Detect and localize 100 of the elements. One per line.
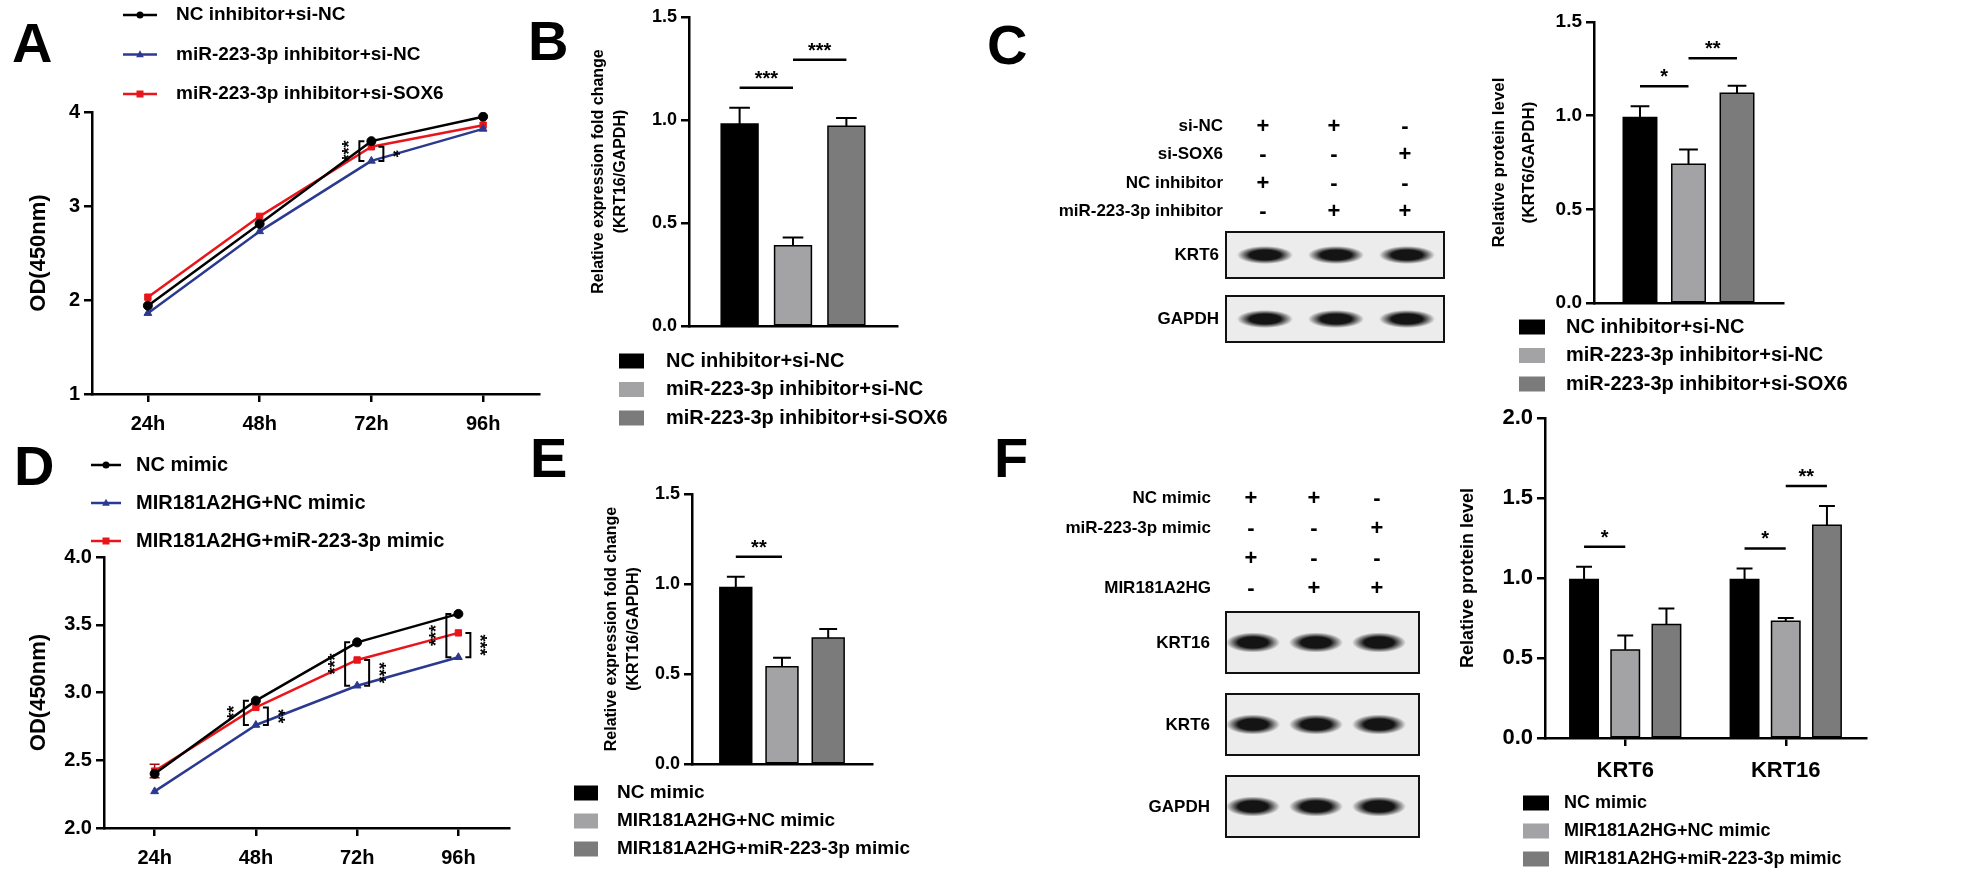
legend-label: NC mimic: [617, 781, 706, 803]
legend-label: NC mimic: [1564, 791, 1648, 812]
legend-label: MIR181A2HG+miR-223-3p mimic: [136, 528, 445, 551]
text: -: [1310, 515, 1318, 540]
annotation: *: [1660, 65, 1669, 88]
y-tick-label: 0.5: [1555, 197, 1583, 219]
x-tick-label: 24h: [130, 411, 166, 434]
y-tick-label: 1: [68, 381, 80, 404]
chart-title: A: [12, 11, 53, 74]
text: +: [1307, 575, 1321, 600]
y-tick-label: 1.5: [1555, 10, 1583, 32]
y-tick-label: 1.0: [651, 108, 677, 129]
text: -: [1259, 141, 1267, 167]
x-tick-label: 24h: [137, 845, 172, 868]
point: [254, 218, 265, 229]
y-tick-label: 1.0: [1555, 103, 1582, 125]
point: [454, 629, 463, 637]
legend-label: NC inhibitor+si-NC: [1566, 314, 1745, 337]
x-tick-label: 72h: [354, 411, 389, 434]
text: KRT6: [1165, 713, 1210, 736]
text: -: [1373, 545, 1381, 570]
y-axis-title: OD(450nm): [25, 194, 51, 312]
y-tick-label: 4.0: [64, 544, 92, 567]
category-label: miR-223-3p mimic: [1065, 518, 1211, 537]
point: [149, 768, 160, 779]
legend-label: MIR181A2HG+NC mimic: [617, 809, 836, 831]
annotation: *: [1761, 527, 1770, 550]
x-tick-label: 48h: [242, 411, 277, 434]
annotation: ***: [426, 625, 447, 647]
y-axis-title: Relative expression fold change (KRT16/GAPDH): [601, 506, 642, 752]
point: [352, 680, 362, 689]
category-label: si-NC: [1178, 116, 1223, 135]
text: -: [1330, 169, 1338, 195]
text: +: [1327, 113, 1341, 138]
point: [366, 136, 377, 147]
point: [366, 155, 376, 164]
point: [250, 695, 261, 706]
legend-label: miR-223-3p inhibitor+si-SOX6: [176, 82, 444, 104]
y-tick-label: 1.5: [651, 5, 677, 26]
point: [352, 637, 363, 648]
x-tick-label: 72h: [339, 845, 375, 868]
x-tick-label: 96h: [465, 411, 501, 434]
text: -: [1259, 197, 1267, 223]
annotation: ***: [470, 634, 491, 656]
point: [144, 293, 152, 301]
y-tick-label: 0.0: [1502, 724, 1533, 750]
text: +: [1244, 545, 1258, 570]
category-label: MIR181A2HG: [1104, 578, 1211, 597]
y-tick-label: 1.0: [654, 572, 680, 593]
text: -: [1310, 545, 1318, 570]
annotation: ***: [808, 38, 832, 61]
text: GAPDH: [1157, 308, 1219, 330]
text: C: [987, 13, 1028, 76]
annotation: **: [751, 535, 767, 558]
y-tick-label: 1.5: [1502, 484, 1533, 510]
text: +: [1327, 197, 1341, 223]
y-tick-label: 1.0: [1502, 564, 1533, 590]
category-label: si-SOX6: [1157, 144, 1223, 164]
legend-label: NC inhibitor+si-NC: [176, 3, 346, 25]
text: -: [1247, 575, 1255, 600]
chart-title: B: [528, 9, 569, 72]
annotation: **: [1798, 465, 1815, 487]
legend-label: MIR181A2HG+miR-223-3p mimic: [617, 837, 911, 859]
chart-title: E: [530, 426, 568, 489]
y-tick-label: 0.0: [654, 752, 680, 773]
text: KRT6: [1174, 244, 1219, 266]
y-tick-label: 2.5: [64, 747, 92, 770]
y-tick-label: 0.5: [654, 662, 680, 683]
legend-label: miR-223-3p inhibitor+si-NC: [176, 42, 421, 64]
x-tick-label: 96h: [441, 845, 476, 868]
legend-label: NC mimic: [136, 452, 229, 475]
point: [353, 656, 361, 664]
annotation: ***: [369, 662, 390, 684]
y-axis-title: OD(450nm): [25, 633, 51, 752]
annotation: *: [383, 150, 404, 158]
annotation: ***: [754, 66, 779, 89]
point: [453, 608, 464, 619]
category-label: NC inhibitor: [1125, 172, 1223, 192]
annotation: **: [1704, 37, 1721, 60]
y-tick-label: 0.5: [651, 211, 677, 232]
category-label: NC mimic: [1132, 488, 1211, 507]
y-axis-title: Relative expression fold change (KRT16/GAPDH): [589, 49, 629, 294]
text: -: [1247, 515, 1255, 540]
y-tick-label: 3.5: [64, 612, 92, 635]
y-tick-label: 4: [68, 99, 81, 122]
y-tick-label: 0.0: [1555, 291, 1582, 313]
text: -: [1373, 485, 1381, 510]
x-tick-label: 48h: [238, 845, 274, 868]
legend-label: MIR181A2HG+NC mimic: [136, 490, 366, 513]
text: +: [1307, 485, 1321, 510]
y-tick-label: 0.0: [651, 314, 677, 335]
y-axis-title: Relative protein level: [1456, 487, 1477, 669]
y-tick-label: 0.5: [1502, 644, 1533, 670]
legend-label: miR-223-3p inhibitor+si-SOX6: [666, 405, 948, 428]
y-tick-label: 3: [68, 193, 80, 216]
legend-label: miR-223-3p inhibitor+si-NC: [666, 377, 924, 400]
annotation: **: [267, 709, 288, 724]
text: GAPDH: [1148, 795, 1210, 818]
text: -: [1401, 113, 1409, 138]
text: +: [1256, 113, 1270, 138]
